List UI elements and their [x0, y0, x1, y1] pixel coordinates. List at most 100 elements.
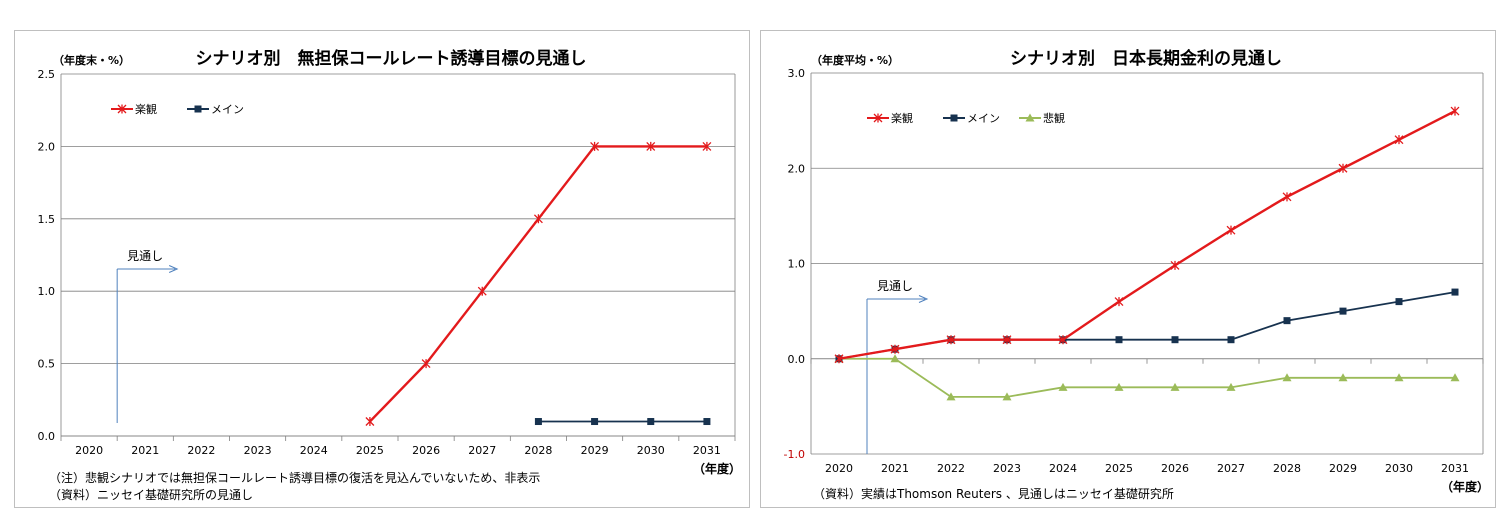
legend-marker	[873, 113, 883, 123]
x-tick-label: 2031	[693, 444, 721, 457]
footnote: （注）悲観シナリオでは無担保コールレート誘導目標の復活を見込んでいないため、非表…	[49, 470, 540, 485]
x-tick-label: 2024	[1049, 462, 1077, 475]
data-point	[1394, 373, 1404, 382]
data-point	[477, 286, 487, 296]
chart-panel-policy-rate: シナリオ別 無担保コールレート誘導目標の見通し （年度末・%） 0.0 0.5 1.0 1…	[14, 30, 750, 508]
data-point	[1394, 135, 1404, 145]
x-tick-label: 2020	[75, 444, 103, 457]
x-tick-label: 2028	[1273, 462, 1301, 475]
data-point	[1058, 335, 1068, 345]
legend-label: 楽観	[135, 102, 157, 116]
data-point	[646, 141, 656, 151]
data-point	[946, 335, 956, 345]
y-tick-label: 3.0	[788, 67, 806, 80]
data-point	[1114, 382, 1124, 391]
x-tick-label: 2022	[187, 444, 215, 457]
footnote: （資料）ニッセイ基礎研究所の見通し	[49, 487, 253, 502]
data-point	[1450, 106, 1460, 116]
x-tick-label: 2025	[356, 444, 384, 457]
chart-panel-long-rate: シナリオ別 日本長期金利の見通し （年度平均・%） -1.0 0.0 1.0 2.0 3.0…	[760, 30, 1496, 508]
data-point	[1282, 192, 1292, 202]
data-point	[890, 354, 900, 363]
chart-title: シナリオ別 無担保コールレート誘導目標の見通し	[196, 48, 587, 69]
data-point	[1002, 335, 1012, 345]
y-tick-label: -1.0	[784, 448, 805, 461]
data-point	[946, 392, 956, 401]
forecast-label: 見通し	[127, 249, 163, 263]
x-tick-label: 2026	[412, 444, 440, 457]
data-point	[1170, 382, 1180, 391]
legend-marker	[1025, 113, 1035, 122]
y-tick-label: 1.0	[788, 258, 806, 271]
x-tick-label: 2027	[468, 444, 496, 457]
x-tick-label: 2028	[524, 444, 552, 457]
series-line-3	[839, 357, 1455, 398]
forecast-arrow-head	[918, 295, 929, 303]
x-tick-label: 2020	[825, 462, 853, 475]
x-tick-label: 2024	[300, 444, 328, 457]
x-tick-label: 2026	[1161, 462, 1189, 475]
data-point	[1171, 336, 1179, 344]
data-point	[702, 141, 712, 151]
data-point	[1339, 307, 1347, 315]
legend-marker	[950, 114, 958, 122]
x-tick-label: 2030	[637, 444, 665, 457]
y-tick-label: 0.0	[38, 430, 56, 443]
x-tick-label: 2030	[1385, 462, 1413, 475]
x-tick-label: 2029	[1329, 462, 1357, 475]
data-point	[533, 214, 543, 224]
y-axis-unit-label: （年度末・%）	[53, 53, 130, 67]
chart-policy-rate: シナリオ別 無担保コールレート誘導目標の見通し （年度末・%） 0.0 0.5 1.0 1…	[38, 48, 742, 502]
x-tick-label: 2025	[1105, 462, 1133, 475]
data-point	[703, 418, 711, 426]
data-point	[1114, 297, 1124, 307]
data-point	[1395, 298, 1403, 306]
x-tick-label: 2027	[1217, 462, 1245, 475]
legend-label: 悲観	[1043, 111, 1065, 125]
data-point	[1226, 382, 1236, 391]
x-tick-label: 2021	[131, 444, 159, 457]
data-point	[890, 344, 900, 354]
data-point	[534, 418, 542, 426]
chart-long-rate: シナリオ別 日本長期金利の見通し （年度平均・%） -1.0 0.0 1.0 2.0 3.0…	[784, 48, 1489, 501]
data-point	[1338, 373, 1348, 382]
data-point	[1227, 336, 1235, 344]
data-point	[1058, 382, 1068, 391]
data-point	[834, 354, 844, 364]
y-tick-label: 2.0	[38, 140, 56, 153]
footnote: （資料）実績はThomson Reuters 、見通しはニッセイ基礎研究所	[813, 486, 1174, 501]
x-tick-label: 2023	[993, 462, 1021, 475]
x-axis-unit-label: （年度）	[693, 461, 741, 476]
forecast-label: 見通し	[877, 279, 913, 293]
legend-marker	[194, 105, 202, 113]
y-tick-label: 2.0	[788, 162, 806, 175]
data-point	[365, 417, 375, 427]
series-line-1	[838, 110, 1456, 360]
forecast-arrow-head	[168, 265, 179, 273]
x-tick-label: 2029	[581, 444, 609, 457]
x-tick-label: 2021	[881, 462, 909, 475]
data-point	[647, 418, 655, 426]
data-point	[1002, 392, 1012, 401]
y-tick-label: 2.5	[38, 68, 56, 81]
data-point	[1115, 336, 1123, 344]
x-tick-label: 2022	[937, 462, 965, 475]
data-point	[1338, 163, 1348, 173]
x-axis-unit-label: （年度）	[1441, 479, 1489, 494]
data-point	[1283, 317, 1291, 325]
data-point	[591, 418, 599, 426]
x-tick-label: 2023	[244, 444, 272, 457]
data-point	[590, 141, 600, 151]
legend-label: メイン	[967, 112, 1000, 125]
y-tick-label: 0.0	[788, 353, 806, 366]
data-point	[1451, 288, 1459, 296]
x-tick-label: 2031	[1441, 462, 1469, 475]
data-point	[1282, 373, 1292, 382]
data-point	[421, 359, 431, 369]
chart-title: シナリオ別 日本長期金利の見通し	[1010, 48, 1282, 69]
y-axis-unit-label: （年度平均・%）	[811, 53, 899, 67]
series-line-2	[838, 291, 1456, 360]
y-tick-label: 1.0	[38, 285, 56, 298]
data-point	[1170, 260, 1180, 270]
legend-marker	[117, 104, 127, 114]
